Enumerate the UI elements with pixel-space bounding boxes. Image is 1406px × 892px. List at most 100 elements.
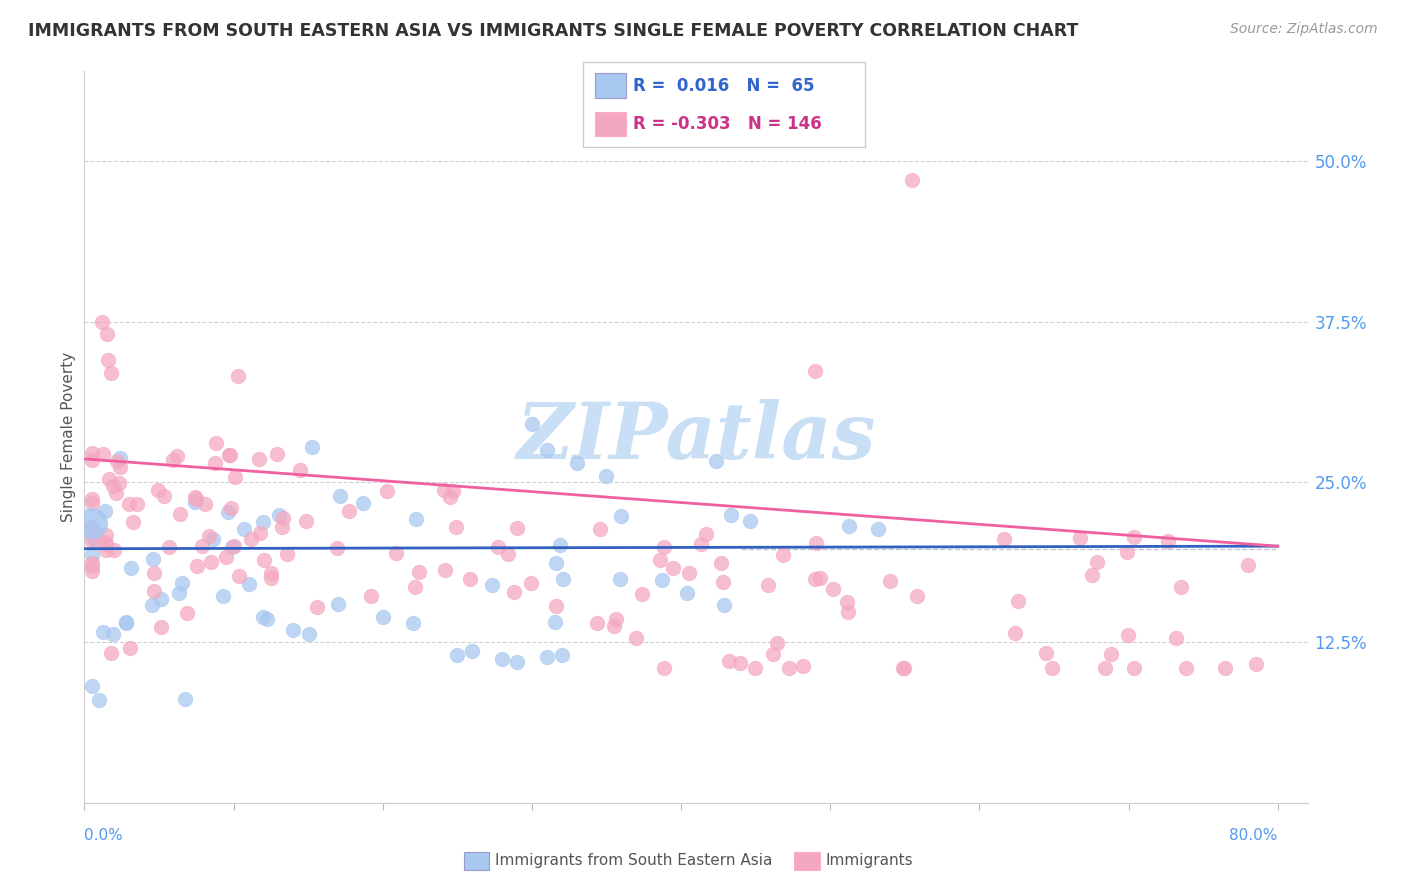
Point [762,648,785,662]
Point [80,556,103,570]
Point [821,582,844,596]
Point [326,597,349,611]
Point [548,538,571,552]
Point [211,590,233,604]
Point [595,468,617,483]
Point [94,543,117,558]
Point [219,501,242,516]
Point [80,679,103,693]
Point [122,515,145,529]
Point [271,520,294,534]
Point [87,693,110,707]
Point [295,514,318,528]
Point [166,449,188,463]
Point [772,549,794,563]
Point [905,590,928,604]
Point [107,453,129,467]
Point [260,571,283,585]
Point [1081,568,1104,582]
Point [100,646,122,660]
Point [118,497,141,511]
Point [239,532,262,546]
Point [96,327,118,342]
Point [506,655,529,669]
Point [710,556,733,570]
Point [100,366,122,380]
Point [756,578,779,592]
Point [713,574,735,589]
Point [1004,625,1026,640]
Point [804,363,827,377]
Point [157,540,180,554]
Point [184,492,207,507]
Point [498,547,520,561]
Point [80,516,103,530]
Point [80,530,103,544]
Point [837,605,859,619]
Point [80,446,103,460]
Point [190,540,212,554]
Point [127,498,149,512]
Point [271,510,294,524]
Point [142,552,165,566]
Point [1069,532,1091,546]
Point [228,569,250,583]
Point [103,543,125,558]
Point [269,508,291,523]
Point [879,574,901,588]
Point [141,598,163,612]
Point [120,641,142,656]
Point [1244,657,1267,672]
Point [506,521,529,535]
Point [115,615,138,629]
Point [301,440,323,454]
Point [149,620,172,634]
Text: Immigrants from South Eastern Asia: Immigrants from South Eastern Asia [495,854,772,868]
Text: 0.0%: 0.0% [84,829,124,844]
Point [224,469,246,483]
Point [662,560,685,574]
Point [80,523,103,537]
Point [433,483,456,498]
Point [120,561,142,575]
Point [651,574,673,588]
Text: R =  0.016   N =  65: R = 0.016 N = 65 [633,77,814,95]
Point [198,529,221,543]
Point [339,504,361,518]
Point [80,452,103,467]
Point [1035,646,1057,660]
Point [1237,558,1260,572]
Point [520,417,543,432]
Point [93,504,115,518]
Point [631,587,654,601]
Point [891,661,914,675]
Point [80,520,103,534]
Point [221,540,243,554]
Point [329,489,352,503]
Point [91,447,114,461]
Point [401,616,423,631]
Point [439,491,461,505]
Point [519,576,541,591]
Point [283,623,305,637]
Point [222,540,245,554]
Point [247,451,270,466]
Point [648,553,671,567]
Point [169,507,191,521]
Point [101,479,124,493]
Point [1170,580,1192,594]
Point [1085,555,1108,569]
Point [83,533,105,547]
Point [256,611,278,625]
Point [868,523,890,537]
Point [1040,661,1063,675]
Point [481,578,503,592]
Point [375,483,398,498]
Point [97,353,120,368]
Point [536,442,558,457]
Point [94,527,117,541]
Point [766,636,789,650]
Point [260,566,283,581]
Point [105,485,128,500]
Point [150,591,173,606]
